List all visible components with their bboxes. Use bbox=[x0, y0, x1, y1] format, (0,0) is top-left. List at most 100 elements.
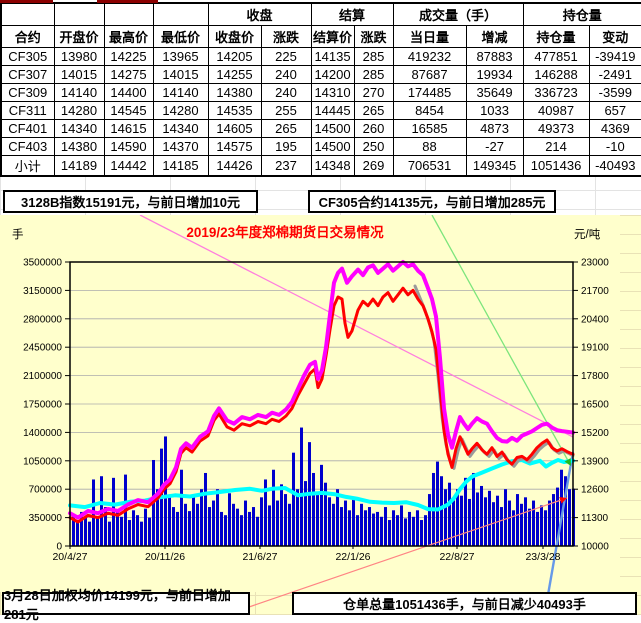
value-cell[interactable]: 14280 bbox=[152, 101, 209, 120]
contract-cell[interactable]: CF307 bbox=[0, 65, 55, 84]
value-cell[interactable]: 19934 bbox=[465, 65, 524, 84]
value-cell[interactable]: 35649 bbox=[465, 83, 524, 102]
column-header[interactable]: 当日量 bbox=[392, 25, 467, 48]
value-cell[interactable]: 14426 bbox=[207, 155, 262, 177]
value-cell[interactable]: 14500 bbox=[310, 119, 355, 138]
value-cell[interactable]: -3599 bbox=[588, 83, 641, 102]
value-cell[interactable]: 13980 bbox=[53, 47, 105, 66]
value-cell[interactable]: 419232 bbox=[392, 47, 467, 66]
value-cell[interactable]: 88 bbox=[392, 137, 467, 156]
column-header[interactable]: 增减 bbox=[465, 25, 524, 48]
column-header[interactable]: 最低价 bbox=[152, 25, 209, 48]
value-cell[interactable]: 87883 bbox=[465, 47, 524, 66]
value-cell[interactable]: 706531 bbox=[392, 155, 467, 177]
value-cell[interactable]: 14575 bbox=[207, 137, 262, 156]
value-cell[interactable]: 14225 bbox=[103, 47, 154, 66]
column-header[interactable]: 最高价 bbox=[103, 25, 154, 48]
value-cell[interactable]: 14380 bbox=[207, 83, 262, 102]
index-summary-bar[interactable]: 3128B指数15191元，与前日增加10元 bbox=[3, 190, 258, 213]
value-cell[interactable]: 4873 bbox=[465, 119, 524, 138]
contract-cell[interactable]: CF305 bbox=[0, 47, 55, 66]
value-cell[interactable]: 14015 bbox=[53, 65, 105, 84]
column-header[interactable]: 收盘价 bbox=[207, 25, 262, 48]
value-cell[interactable]: 174485 bbox=[392, 83, 467, 102]
value-cell[interactable]: 14615 bbox=[103, 119, 154, 138]
value-cell[interactable]: 14015 bbox=[152, 65, 209, 84]
value-cell[interactable]: -2491 bbox=[588, 65, 641, 84]
value-cell[interactable]: 8454 bbox=[392, 101, 467, 120]
value-cell[interactable]: 214 bbox=[522, 137, 590, 156]
value-cell[interactable]: 260 bbox=[353, 119, 394, 138]
value-cell[interactable]: 1051436 bbox=[522, 155, 590, 177]
value-cell[interactable]: 14140 bbox=[53, 83, 105, 102]
column-group-header[interactable]: 结算 bbox=[310, 2, 394, 26]
value-cell[interactable]: 149345 bbox=[465, 155, 524, 177]
value-cell[interactable]: 49373 bbox=[522, 119, 590, 138]
column-group-header[interactable]: 持仓量 bbox=[522, 2, 641, 26]
value-cell[interactable]: 87687 bbox=[392, 65, 467, 84]
value-cell[interactable]: 14445 bbox=[310, 101, 355, 120]
value-cell[interactable]: 14275 bbox=[103, 65, 154, 84]
value-cell[interactable]: 14280 bbox=[53, 101, 105, 120]
avg-price-summary-bar[interactable]: 3月28日加权均价14199元，与前日增加281元 bbox=[2, 588, 250, 622]
value-cell[interactable]: -27 bbox=[465, 137, 524, 156]
value-cell[interactable]: 40987 bbox=[522, 101, 590, 120]
value-cell[interactable]: 657 bbox=[588, 101, 641, 120]
value-cell[interactable]: 240 bbox=[260, 83, 312, 102]
column-header[interactable]: 持仓量 bbox=[522, 25, 590, 48]
value-cell[interactable]: 270 bbox=[353, 83, 394, 102]
value-cell[interactable]: 14340 bbox=[152, 119, 209, 138]
column-group-header[interactable]: 收盘 bbox=[207, 2, 312, 26]
value-cell[interactable]: 285 bbox=[353, 47, 394, 66]
cf305-summary-bar[interactable]: CF305合约14135元，与前日增加285元 bbox=[308, 190, 556, 213]
contract-cell[interactable]: CF401 bbox=[0, 119, 55, 138]
column-header[interactable]: 涨跌 bbox=[353, 25, 394, 48]
value-cell[interactable]: 285 bbox=[353, 65, 394, 84]
value-cell[interactable]: 16585 bbox=[392, 119, 467, 138]
value-cell[interactable]: 477851 bbox=[522, 47, 590, 66]
value-cell[interactable]: 14185 bbox=[152, 155, 209, 177]
value-cell[interactable]: 14590 bbox=[103, 137, 154, 156]
value-cell[interactable]: 14348 bbox=[310, 155, 355, 177]
value-cell[interactable]: 4369 bbox=[588, 119, 641, 138]
value-cell[interactable]: 14500 bbox=[310, 137, 355, 156]
value-cell[interactable]: 14340 bbox=[53, 119, 105, 138]
value-cell[interactable]: 265 bbox=[353, 101, 394, 120]
column-header[interactable]: 结算价 bbox=[310, 25, 355, 48]
column-header[interactable]: 开盘价 bbox=[53, 25, 105, 48]
value-cell[interactable]: 14442 bbox=[103, 155, 154, 177]
contract-cell[interactable]: 小计 bbox=[0, 155, 55, 177]
column-header[interactable]: 涨跌 bbox=[260, 25, 312, 48]
column-group-header[interactable] bbox=[103, 2, 154, 26]
value-cell[interactable]: 14545 bbox=[103, 101, 154, 120]
value-cell[interactable]: 14205 bbox=[207, 47, 262, 66]
column-group-header[interactable] bbox=[53, 2, 105, 26]
contract-cell[interactable]: CF403 bbox=[0, 137, 55, 156]
value-cell[interactable]: 14140 bbox=[152, 83, 209, 102]
value-cell[interactable]: 14370 bbox=[152, 137, 209, 156]
column-group-header[interactable]: 成交量（手） bbox=[392, 2, 524, 26]
receipt-summary-bar[interactable]: 仓单总量1051436手，与前日减少40493手 bbox=[292, 592, 637, 615]
value-cell[interactable]: 265 bbox=[260, 119, 312, 138]
value-cell[interactable]: 14200 bbox=[310, 65, 355, 84]
value-cell[interactable]: 13965 bbox=[152, 47, 209, 66]
value-cell[interactable]: -39419 bbox=[588, 47, 641, 66]
value-cell[interactable]: 14255 bbox=[207, 65, 262, 84]
value-cell[interactable]: 195 bbox=[260, 137, 312, 156]
value-cell[interactable]: 14535 bbox=[207, 101, 262, 120]
value-cell[interactable]: 269 bbox=[353, 155, 394, 177]
value-cell[interactable]: -10 bbox=[588, 137, 641, 156]
value-cell[interactable]: 237 bbox=[260, 155, 312, 177]
column-group-header[interactable] bbox=[0, 2, 55, 26]
column-header[interactable]: 合约 bbox=[0, 25, 55, 48]
value-cell[interactable]: 336723 bbox=[522, 83, 590, 102]
value-cell[interactable]: 146288 bbox=[522, 65, 590, 84]
column-group-header[interactable] bbox=[152, 2, 209, 26]
value-cell[interactable]: 14135 bbox=[310, 47, 355, 66]
value-cell[interactable]: 14605 bbox=[207, 119, 262, 138]
value-cell[interactable]: 14400 bbox=[103, 83, 154, 102]
value-cell[interactable]: 225 bbox=[260, 47, 312, 66]
value-cell[interactable]: 14380 bbox=[53, 137, 105, 156]
value-cell[interactable]: 14189 bbox=[53, 155, 105, 177]
value-cell[interactable]: -40493 bbox=[588, 155, 641, 177]
